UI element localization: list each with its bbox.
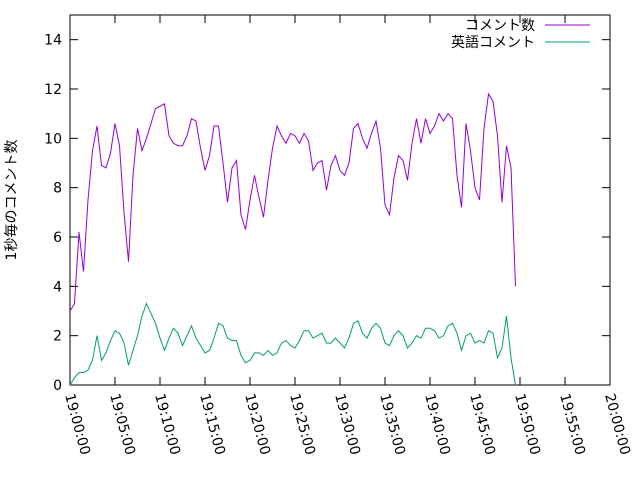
y-tick-label: 0 <box>53 378 62 394</box>
x-tick-label: 19:30:00 <box>331 392 363 457</box>
series-line-1 <box>69 302 516 386</box>
x-tick-label: 19:25:00 <box>286 392 318 457</box>
y-tick-label: 10 <box>44 131 62 147</box>
x-tick-label: 19:00:00 <box>61 392 93 457</box>
y-tick-label: 2 <box>53 329 62 345</box>
y-tick-label: 12 <box>44 82 62 98</box>
x-tick-label: 19:50:00 <box>511 392 543 457</box>
x-tick-label: 19:40:00 <box>421 392 453 457</box>
x-tick-label: 19:45:00 <box>466 392 498 457</box>
series-line-0 <box>69 92 516 312</box>
y-tick-label: 4 <box>53 279 62 295</box>
x-tick-label: 19:55:00 <box>556 392 588 457</box>
x-tick-label: 19:15:00 <box>196 392 228 457</box>
x-tick-label: 19:20:00 <box>241 392 273 457</box>
x-tick-label: 19:35:00 <box>376 392 408 457</box>
y-tick-label: 6 <box>53 230 62 246</box>
legend-label: 英語コメント <box>451 34 535 51</box>
series-lines <box>69 92 516 386</box>
x-axis-ticks: 19:00:00 19:05:00 19:10:00 19:15:00 19:20:00… <box>61 15 633 457</box>
x-tick-label: 19:05:00 <box>106 392 138 457</box>
y-tick-label: 14 <box>44 33 62 49</box>
y-tick-label: 8 <box>53 181 62 197</box>
x-tick-label: 20:00:00 <box>601 392 633 457</box>
y-axis-label: 1秒毎のコメント数 <box>4 140 20 261</box>
plot-frame <box>69 14 611 386</box>
legend-label: コメント数 <box>465 18 535 34</box>
x-tick-label: 19:10:00 <box>151 392 183 457</box>
plot-border <box>69 14 611 386</box>
y-axis-ticks: 0 2 4 6 8 10 12 14 <box>44 33 610 394</box>
